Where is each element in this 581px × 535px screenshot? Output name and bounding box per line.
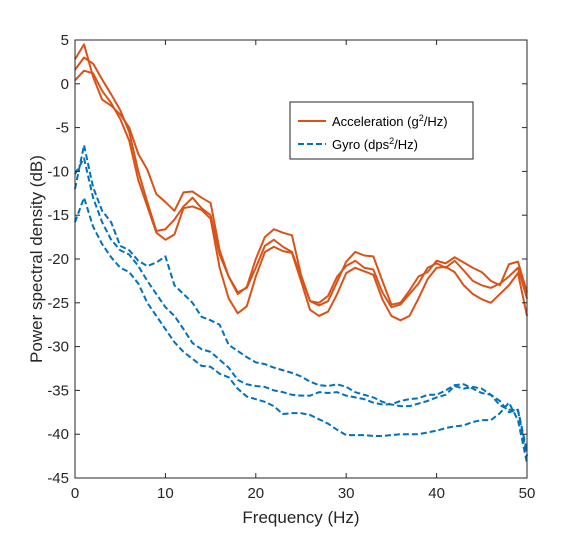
- y-tick-label: -30: [47, 339, 69, 356]
- y-tick-label: -15: [47, 207, 69, 224]
- x-tick-label: 40: [428, 485, 445, 502]
- y-axis-label: Power spectral density (dB): [27, 155, 46, 363]
- x-tick-label: 10: [157, 485, 174, 502]
- gyro-series-line-5: [74, 157, 528, 457]
- y-tick-label: 5: [61, 32, 69, 49]
- y-tick-label: -20: [47, 251, 69, 268]
- y-tick-label: -45: [47, 470, 69, 487]
- x-tick-label: 30: [338, 485, 355, 502]
- y-tick-label: 0: [61, 76, 69, 93]
- legend-gyro-label: Gyro (dps2/Hz): [332, 136, 418, 152]
- acceleration-series-line-2: [74, 56, 528, 309]
- y-tick-label: -35: [47, 382, 69, 399]
- acceleration-series-line-3: [74, 69, 528, 322]
- series-layer: [74, 43, 528, 464]
- legend: Acceleration (g2/Hz) Gyro (dps2/Hz): [289, 101, 474, 160]
- y-tick-label: -25: [47, 295, 69, 312]
- x-tick-label: 50: [519, 485, 536, 502]
- legend-acceleration-label: Acceleration (g2/Hz): [332, 113, 448, 129]
- y-tick-label: -40: [47, 426, 69, 443]
- x-tick-label: 20: [247, 485, 264, 502]
- y-tick-label: -10: [47, 163, 69, 180]
- legend-box: [289, 101, 474, 160]
- gyro-series-line-4: [74, 144, 528, 452]
- x-tick-label: 0: [71, 485, 79, 502]
- gyro-series-line-6: [74, 196, 528, 464]
- x-axis-label: Frequency (Hz): [242, 508, 359, 527]
- y-tick-label: -5: [56, 120, 69, 137]
